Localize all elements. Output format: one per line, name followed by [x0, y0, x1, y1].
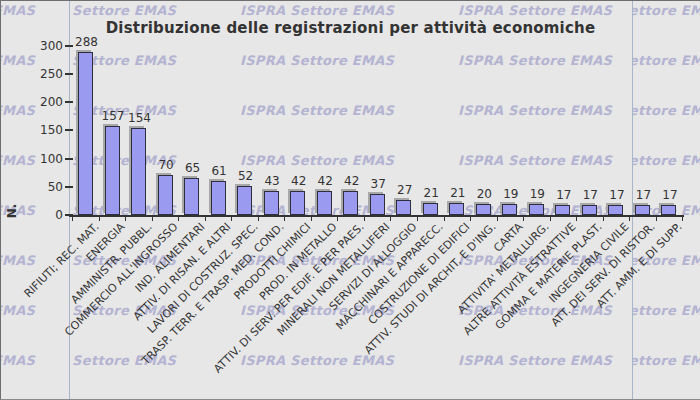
x-tick [231, 217, 232, 221]
y-tick [65, 158, 73, 160]
x-tick [337, 217, 338, 221]
bar [158, 175, 173, 215]
bar [582, 205, 597, 215]
y-tick [65, 129, 73, 131]
y-tick [65, 101, 73, 103]
bar [476, 204, 491, 215]
x-axis [69, 215, 684, 217]
x-tick [72, 217, 73, 221]
x-tick [311, 217, 312, 221]
bar-value-label: 154 [120, 112, 160, 125]
x-tick [390, 217, 391, 221]
x-tick [576, 217, 577, 221]
x-tick [178, 217, 179, 221]
x-tick [629, 217, 630, 221]
bar [105, 126, 120, 215]
y-tick-label: 300 [29, 39, 63, 53]
y-axis-title: N. [5, 199, 19, 223]
x-tick [125, 217, 126, 221]
bar [449, 203, 464, 215]
x-tick [284, 217, 285, 221]
chart-screenshot: ISPRA Settore EMASISPRA Settore EMASISPR… [0, 0, 700, 400]
x-tick [682, 217, 683, 221]
x-tick [523, 217, 524, 221]
y-tick [65, 186, 73, 188]
bar [423, 203, 438, 215]
x-tick [470, 217, 471, 221]
bar [317, 191, 332, 215]
x-tick [656, 217, 657, 221]
bar-value-label: 17 [650, 189, 690, 202]
x-tick [258, 217, 259, 221]
bar-chart: Distribuzione delle registrazioni per at… [1, 1, 700, 400]
chart-title: Distribuzione delle registrazioni per at… [69, 19, 632, 37]
bar [635, 205, 650, 215]
x-tick [550, 217, 551, 221]
x-tick [444, 217, 445, 221]
x-tick [497, 217, 498, 221]
bar [370, 194, 385, 215]
bar [396, 200, 411, 215]
y-tick-label: 250 [29, 67, 63, 81]
bar [131, 128, 146, 215]
bar [608, 205, 623, 215]
bar [184, 178, 199, 215]
y-tick-label: 200 [29, 95, 63, 109]
x-tick [417, 217, 418, 221]
y-tick [65, 73, 73, 75]
bar [290, 191, 305, 215]
y-tick-label: 150 [29, 123, 63, 137]
bar [555, 205, 570, 215]
bar [78, 52, 93, 215]
y-tick-label: 100 [29, 152, 63, 166]
bar [661, 205, 676, 215]
y-tick-label: 0 [29, 208, 63, 222]
x-tick [152, 217, 153, 221]
x-tick [603, 217, 604, 221]
x-tick [205, 217, 206, 221]
bar-value-label: 288 [67, 36, 107, 49]
bar [211, 181, 226, 215]
x-tick [99, 217, 100, 221]
y-tick-label: 50 [29, 180, 63, 194]
bar [502, 204, 517, 215]
bar [264, 191, 279, 215]
bar [343, 191, 358, 215]
x-tick [364, 217, 365, 221]
bar [237, 186, 252, 215]
bar [529, 204, 544, 215]
